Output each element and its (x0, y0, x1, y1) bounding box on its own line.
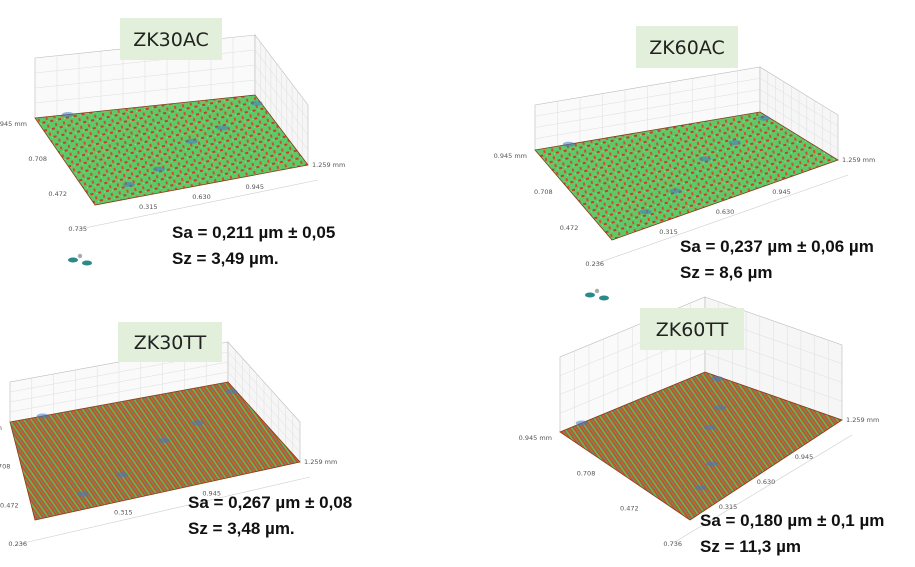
roughness-sz: Sz = 3,48 µm. (188, 519, 295, 538)
axis-tick-label: 0.472 (560, 224, 579, 232)
roughness-sz: Sz = 11,3 µm (700, 537, 801, 556)
axis-tick-label: 0.708 (0, 463, 10, 471)
sample-label: ZK60AC (649, 37, 725, 59)
surface-feature (704, 425, 716, 430)
page: {"panels": [ {"label": "ZK30AC", "sa": "… (0, 0, 915, 567)
axis-tick-label: 0.630 (757, 478, 776, 486)
axis-tick-label: 1.259 mm (304, 458, 337, 466)
axis-tick-label: 0.236 (8, 540, 27, 548)
sample-label: ZK30AC (133, 29, 209, 51)
surface-feature (640, 209, 652, 214)
sample-label: ZK60TT (656, 319, 729, 341)
figure: 0.945 mm 0.708 0.472 0.735 1.259 mm 0.945 0.63… (0, 0, 915, 567)
axis-tick-label: 0.945 (772, 188, 791, 196)
axis-tick-label: 0.945 (245, 183, 264, 191)
surface-feature (225, 389, 237, 394)
orientation-icon (599, 296, 609, 301)
surface-feature (153, 167, 165, 172)
surface-feature (670, 189, 682, 194)
surface-feature (711, 376, 723, 381)
surface-feature (758, 116, 770, 121)
orientation-icon (595, 289, 599, 293)
axis-tick-label: 0.315 (139, 203, 158, 211)
roughness-sz: Sz = 8,6 µm (680, 263, 772, 282)
axis-tick-label: 1.259 mm (842, 156, 875, 164)
axis-tick-label: 0.472 (0, 501, 19, 509)
surface-feature (216, 125, 228, 130)
surface-feature (116, 472, 128, 477)
surface-feature (250, 101, 262, 106)
axis-tick-label: 0.945 (795, 453, 814, 461)
orientation-icon (68, 258, 78, 263)
axis-tick-label: 0.945 mm (0, 120, 27, 128)
axis-tick-label: 0.315 (659, 228, 678, 236)
axis-tick-label: 1.259 mm (846, 416, 879, 424)
axis-tick-label: 1.259 mm (312, 161, 345, 169)
axis-tick-label: 0.708 (28, 155, 47, 163)
axis-tick-label: 0.736 (663, 540, 682, 548)
axis-tick-label: 0.945 mm (0, 424, 2, 432)
axis-tick-label: 0.315 (719, 503, 738, 511)
surface-feature (62, 112, 74, 117)
surface-feature (186, 139, 198, 144)
axis-tick-label: 0.708 (534, 188, 553, 196)
surface-feature (158, 438, 170, 443)
roughness-sa: Sa = 0,267 µm ± 0,08 (188, 493, 352, 512)
axis-tick-label: 0.945 mm (519, 434, 552, 442)
surface-feature (706, 461, 718, 466)
orientation-icon (585, 293, 595, 298)
roughness-sa: Sa = 0,237 µm ± 0,06 µm (680, 237, 874, 256)
panel: 0.945 mm 0.708 0.472 0.735 1.259 mm 0.945 0.63… (0, 18, 345, 268)
surface-feature (123, 182, 135, 187)
axis-tick-label: 0.472 (48, 190, 67, 198)
surface-feature (37, 414, 49, 419)
axis-tick-label: 0.472 (620, 505, 639, 513)
axis-tick-label: 0.945 mm (494, 152, 527, 160)
sample-label: ZK30TT (134, 332, 207, 354)
surface-feature (563, 142, 575, 147)
roughness-sa: Sa = 0,180 µm ± 0,1 µm (700, 511, 884, 530)
surface-feature (729, 140, 741, 145)
axis-tick-label: 0.735 (68, 225, 87, 233)
axis-tick-label: 0.315 (114, 509, 133, 517)
axis-tick-label: 0.630 (192, 193, 211, 201)
surface-feature (699, 156, 711, 161)
axis-tick-label: 0.708 (577, 469, 596, 477)
surface-feature (576, 421, 588, 426)
orientation-icon (78, 254, 82, 258)
surface-feature (695, 486, 707, 491)
surface-feature (192, 420, 204, 425)
surface-feature (714, 405, 726, 410)
panel: 0.945 mm 0.708 0.472 0.736 1.259 mm 0.945 0.63… (519, 297, 885, 567)
orientation-icon (82, 261, 92, 266)
panel: 0.945 mm 0.708 0.472 0.236 1.259 mm 0.945 0.63… (494, 26, 876, 301)
surface-feature (77, 492, 89, 497)
roughness-sa: Sa = 0,211 µm ± 0,05 (172, 223, 335, 242)
axis-tick-label: 0.236 (585, 260, 604, 268)
roughness-sz: Sz = 3,49 µm. (172, 249, 279, 268)
axis-tick-label: 0.630 (716, 208, 735, 216)
